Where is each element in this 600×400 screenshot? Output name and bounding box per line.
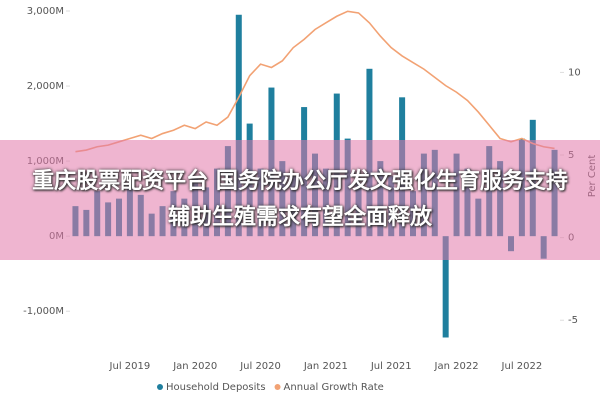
legend-marker	[274, 384, 281, 390]
x-tick-label: Jul 2022	[501, 361, 543, 372]
banner: 重庆股票配资平台 国务院办公厅发文强化生育服务支持 辅助生殖需求有望全面释放	[0, 140, 600, 260]
y-tick-label: 2,000M	[27, 81, 64, 92]
legend-marker	[157, 384, 163, 390]
y2-tick-label: -5	[568, 315, 578, 326]
x-tick-label: Jan 2022	[434, 361, 479, 372]
line	[75, 10, 555, 153]
legend-label: Household Deposits	[166, 382, 266, 393]
bar	[442, 236, 449, 338]
x-tick-label: Jan 2020	[172, 361, 217, 372]
x-tick-label: Jan 2021	[303, 361, 348, 372]
x-tick-label: Jul 2021	[370, 361, 412, 372]
y2-tick-label: 10	[568, 67, 581, 78]
x-tick-label: Jul 2019	[109, 361, 151, 372]
y-tick-label: -1,000M	[23, 306, 64, 317]
banner-text: 重庆股票配资平台 国务院办公厅发文强化生育服务支持 辅助生殖需求有望全面释放	[32, 169, 568, 230]
legend-label: Annual Growth Rate	[284, 382, 384, 393]
x-tick-label: Jul 2020	[239, 361, 281, 372]
y-tick-label: 3,000M	[27, 6, 64, 17]
bar	[235, 14, 242, 237]
